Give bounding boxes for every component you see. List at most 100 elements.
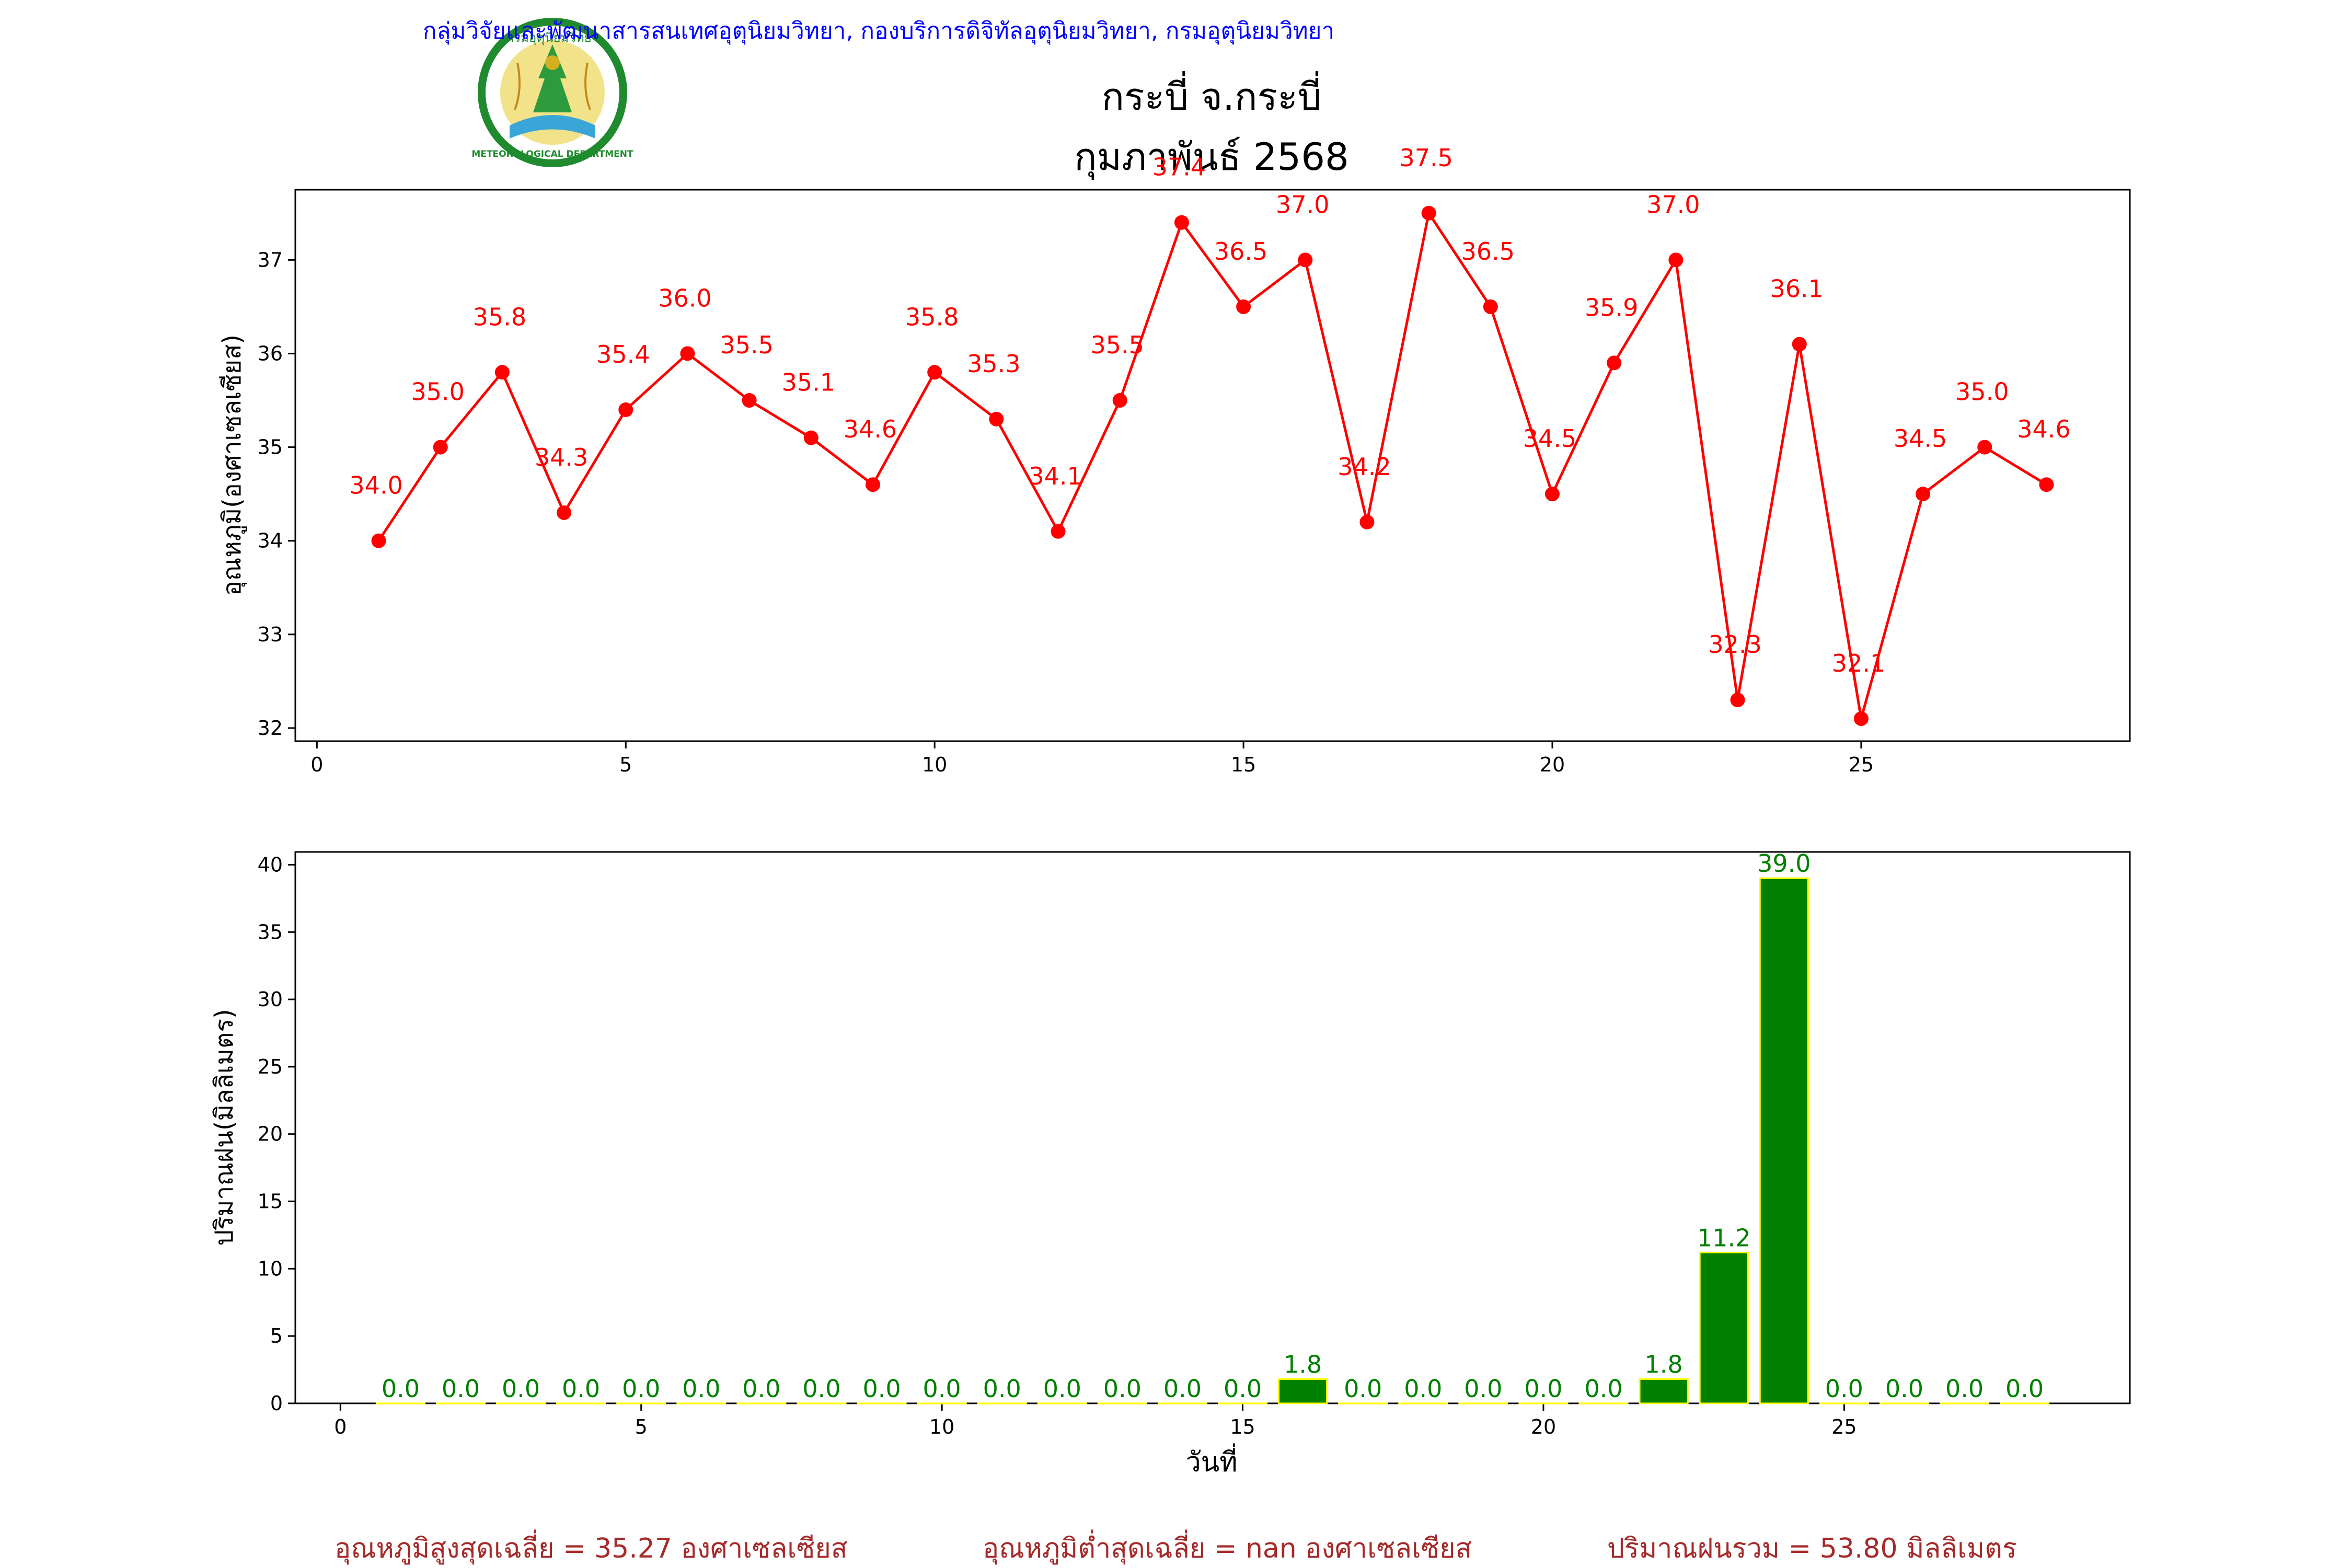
- chart-subtitle: กุมภาพันธ์ 2568: [1074, 135, 1349, 180]
- logo-text-bottom: METEOROLOGICAL DEPARTMENT: [471, 149, 633, 159]
- temperature-point: [1545, 487, 1560, 502]
- temperature-point: [1359, 514, 1375, 529]
- temperature-point: [1174, 215, 1189, 230]
- rainfall-bar: [736, 1402, 787, 1404]
- x-tick-label: 10: [929, 1415, 954, 1438]
- rainfall-value-label: 0.0: [1584, 1375, 1622, 1403]
- y-tick-label: 10: [258, 1257, 283, 1280]
- footer-average-min-temperature: อุณหภูมิต่ำสุดเฉลี่ย = nan องศาเซลเซียส: [983, 1529, 1472, 1565]
- temperature-value-labels: 34.0 35.0 35.8 34.3 35.4 36.0 35.5 35.1 34.6 35.8…: [349, 144, 2070, 677]
- y-tick-label: 36: [258, 342, 283, 365]
- temperature-value-label: 34.6: [844, 415, 897, 443]
- temperature-point: [1483, 299, 1498, 314]
- temperature-value-label: 37.0: [1276, 190, 1329, 218]
- temperature-point: [1236, 299, 1251, 314]
- rainfall-bar: [797, 1402, 847, 1404]
- rainfall-value-label: 0.0: [742, 1375, 780, 1403]
- rainfall-value-label: 0.0: [502, 1375, 540, 1403]
- temperature-value-label: 34.6: [2017, 415, 2070, 443]
- rainfall-bar: [857, 1402, 907, 1404]
- rainfall-bar: [2000, 1402, 2050, 1404]
- temperature-point: [494, 365, 510, 380]
- temperature-value-label: 35.0: [411, 378, 465, 406]
- x-tick-label: 25: [1831, 1415, 1857, 1438]
- x-tick-label: 25: [1849, 753, 1874, 776]
- temperature-point: [2039, 477, 2054, 492]
- x-tick-label: 5: [619, 753, 632, 776]
- rainfall-value-label: 0.0: [1945, 1375, 1984, 1403]
- rainfall-value-label: 0.0: [382, 1375, 420, 1403]
- temperature-value-label: 37.5: [1399, 144, 1452, 172]
- y-tick-label: 35: [258, 920, 283, 943]
- x-tick-label: 15: [1230, 1415, 1255, 1438]
- temperature-value-label: 36.1: [1770, 275, 1824, 303]
- y-tick-label: 20: [258, 1123, 283, 1146]
- temperature-point: [1977, 440, 1992, 455]
- temperature-point: [1421, 205, 1436, 221]
- y-tick-label: 32: [258, 717, 283, 740]
- temperature-point: [1853, 711, 1869, 727]
- temperature-value-label: 35.9: [1585, 293, 1638, 321]
- temperature-value-label: 34.3: [535, 443, 588, 471]
- rainfall-value-label: 0.0: [1404, 1375, 1442, 1403]
- temperature-series-line: [377, 210, 2047, 719]
- rainfall-bar: [1157, 1402, 1207, 1404]
- rainfall-bar: [496, 1402, 546, 1404]
- temperature-value-label: 32.1: [1832, 649, 1885, 677]
- temperature-value-label: 35.5: [720, 331, 773, 359]
- temperature-value-label: 35.3: [967, 350, 1020, 378]
- y-tick-label: 37: [258, 248, 283, 271]
- temperature-point: [618, 402, 633, 417]
- rainfall-y-axis-label: ปริมาณฝน(มิลลิเมตร): [210, 1009, 239, 1246]
- rainfall-bar: [616, 1402, 666, 1404]
- x-tick-label: 0: [334, 1415, 347, 1438]
- rainfall-value-label: 0.0: [1885, 1375, 1923, 1403]
- temperature-point: [1112, 393, 1127, 408]
- y-tick-label: 35: [258, 436, 283, 459]
- rainfall-bar: [1939, 1402, 1990, 1404]
- temperature-value-label: 35.1: [782, 368, 835, 397]
- rainfall-value-label: 1.8: [1645, 1351, 1683, 1379]
- rainfall-axes: 0 5 10 15 20 25 0 5 10 15 20 25 30 35 40: [258, 853, 1857, 1438]
- temperature-point: [557, 505, 572, 520]
- x-tick-label: 0: [310, 753, 323, 776]
- rainfall-value-label: 0.0: [2005, 1375, 2044, 1403]
- rainfall-bar: [1578, 1402, 1629, 1404]
- agency-line: กลุ่มวิจัยและพัฒนาสารสนเทศอุตุนิยมวิทยา,…: [423, 18, 1334, 45]
- temperature-value-label: 34.1: [1029, 462, 1082, 490]
- rainfall-value-label: 0.0: [1344, 1375, 1382, 1403]
- rainfall-value-label: 0.0: [1224, 1375, 1262, 1403]
- temperature-point: [371, 533, 386, 548]
- temperature-plot-frame: [294, 189, 2131, 742]
- rainfall-bar: [1218, 1402, 1268, 1404]
- y-tick-label: 33: [258, 623, 283, 646]
- temperature-value-label: 34.5: [1894, 424, 1947, 453]
- temperature-value-label: 35.4: [596, 340, 650, 368]
- rainfall-value-label: 0.0: [1464, 1375, 1502, 1403]
- y-tick-label: 0: [270, 1392, 283, 1415]
- temperature-point: [866, 477, 880, 492]
- temperature-point: [1792, 337, 1807, 352]
- meteorological-department-logo: กรมอุตุนิยมวิทยา METEOROLOGICAL DEPARTME…: [471, 18, 633, 167]
- temperature-point: [927, 365, 942, 380]
- temperature-value-label: 35.8: [905, 303, 959, 331]
- rainfall-bar: [1278, 1378, 1328, 1404]
- footer-total-rainfall: ปริมาณฝนรวม = 53.80 มิลลิเมตร: [1607, 1533, 2017, 1564]
- rainfall-bar: [1759, 877, 1809, 1404]
- y-tick-label: 40: [258, 853, 283, 876]
- temperature-value-label: 35.5: [1091, 331, 1144, 359]
- rainfall-value-label: 0.0: [1043, 1375, 1081, 1403]
- temperature-value-label: 32.3: [1708, 630, 1761, 659]
- rainfall-bars: [375, 877, 2050, 1404]
- rainfall-value-label: 0.0: [622, 1375, 660, 1403]
- rainfall-bar: [977, 1402, 1027, 1404]
- chart-title: กระบี่ จ.กระบี่: [1101, 71, 1321, 119]
- temperature-y-axis-label: อุณหภูมิ(องศาเซลเซียส): [217, 335, 247, 596]
- rainfall-value-label: 0.0: [562, 1375, 600, 1403]
- temperature-value-label: 34.5: [1523, 424, 1576, 453]
- temperature-points: [371, 205, 2054, 727]
- temperature-point: [1607, 355, 1622, 371]
- temperature-value-label: 37.4: [1152, 153, 1206, 181]
